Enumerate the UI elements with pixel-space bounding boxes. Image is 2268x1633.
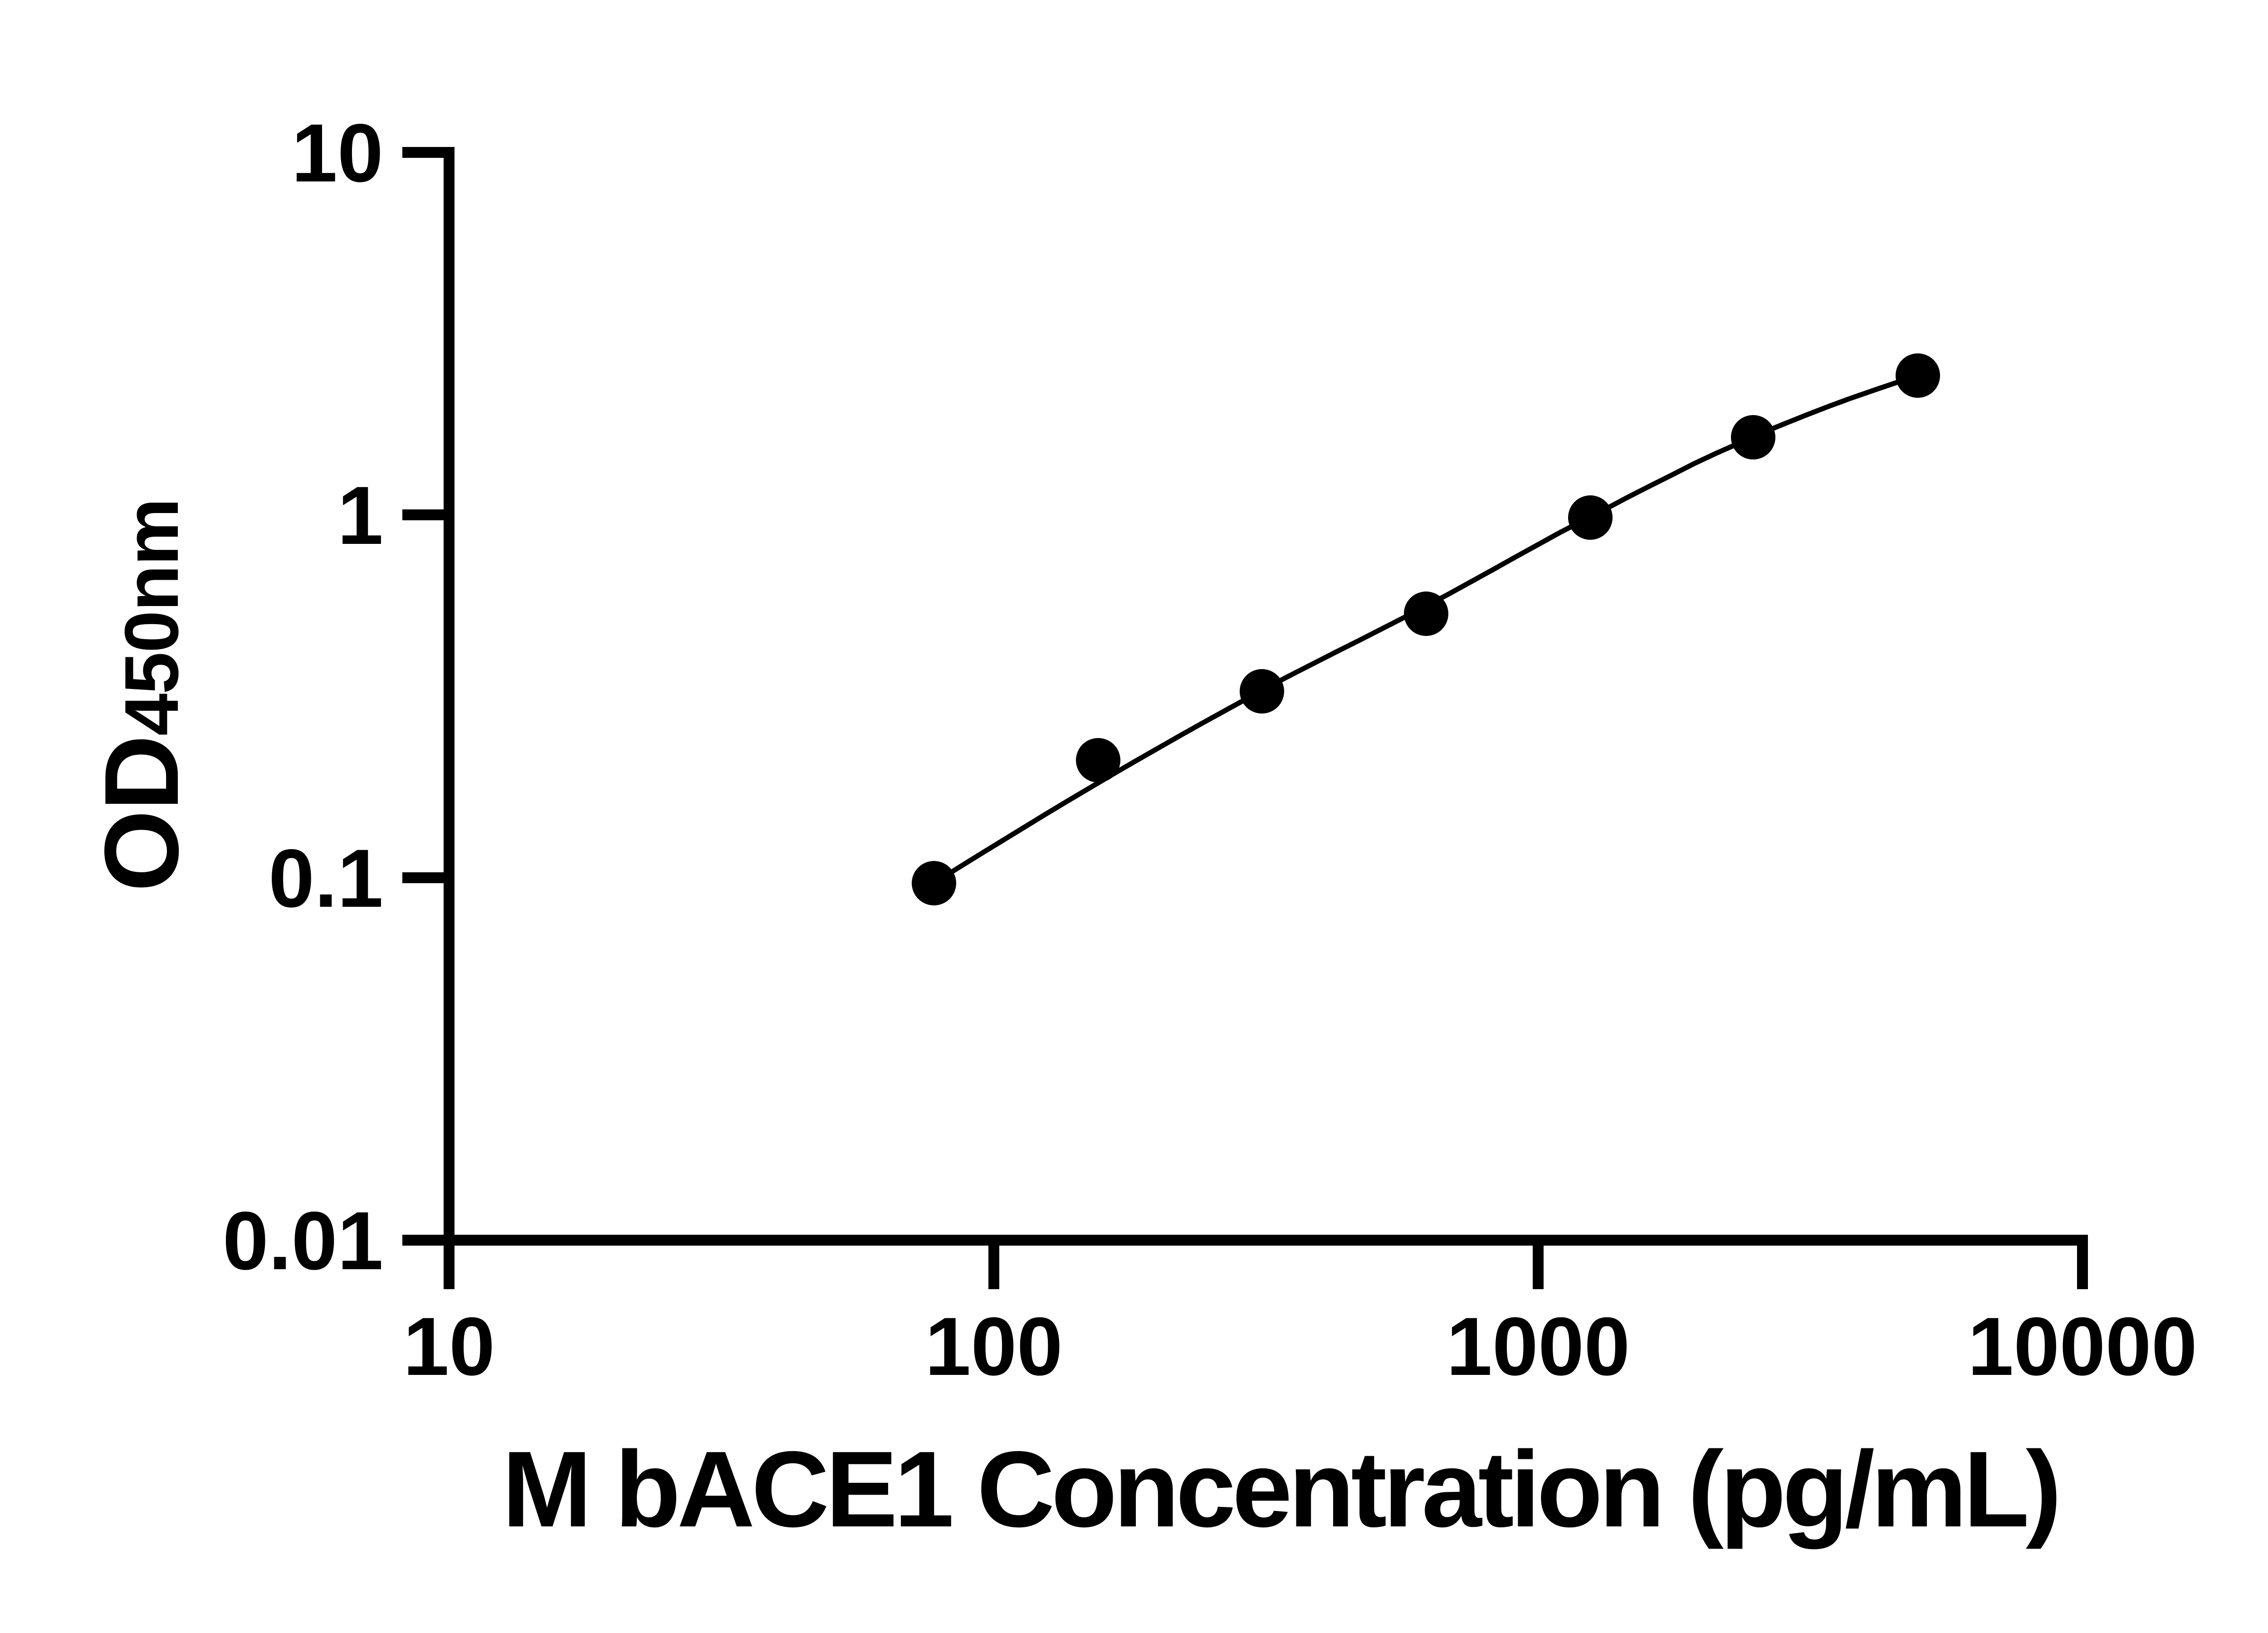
- svg-text:10: 10: [292, 107, 383, 199]
- svg-text:10: 10: [403, 1300, 495, 1393]
- svg-text:1: 1: [337, 469, 383, 562]
- svg-text:0.01: 0.01: [223, 1194, 383, 1287]
- svg-text:1000: 1000: [1447, 1300, 1630, 1393]
- svg-text:0.1: 0.1: [269, 832, 383, 924]
- svg-text:10000: 10000: [1968, 1300, 2197, 1393]
- svg-text:M bACE1 Concentration (pg/mL): M bACE1 Concentration (pg/mL): [502, 1429, 2058, 1550]
- svg-text:100: 100: [925, 1300, 1063, 1393]
